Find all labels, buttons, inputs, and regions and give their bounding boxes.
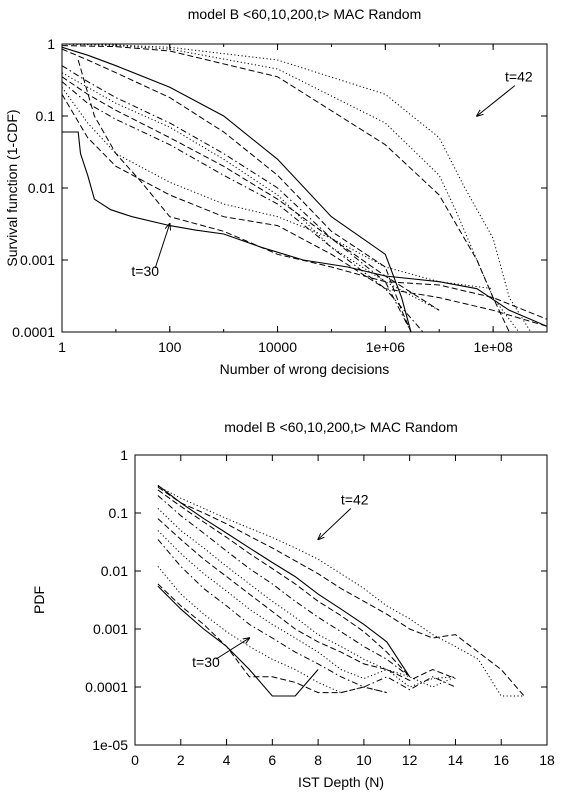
y-tick-label: 0.01 xyxy=(28,180,55,196)
series-line-6 xyxy=(62,44,519,332)
x-tick-label: 100 xyxy=(158,339,182,355)
x-tick-label: 12 xyxy=(402,752,418,768)
x-axis-label: IST Depth (N) xyxy=(298,774,384,790)
y-tick-label: 0.001 xyxy=(20,252,55,268)
x-tick-label: 4 xyxy=(223,752,231,768)
x-tick-label: 10 xyxy=(356,752,372,768)
y-tick-label: 0.1 xyxy=(109,505,129,521)
series-line-2 xyxy=(78,60,547,319)
x-tick-label: 14 xyxy=(448,752,464,768)
y-tick-label: 0.01 xyxy=(101,563,128,579)
x-tick-label: 8 xyxy=(314,752,322,768)
chart-title: model B <60,10,200,t> MAC Random xyxy=(188,6,421,22)
series-line-9 xyxy=(62,73,439,311)
series-line-13 xyxy=(62,94,547,326)
chart-panel-2: model B <60,10,200,t> MAC Random 0 2 4 6 8 10 1… xyxy=(31,419,555,790)
annotation-arrow xyxy=(318,509,351,540)
x-axis-label: Number of wrong decisions xyxy=(220,361,390,377)
x-tick-label: 1e+06 xyxy=(366,339,406,355)
y-tick-label: 0.1 xyxy=(36,108,56,124)
series-line-4 xyxy=(158,490,410,677)
x-tick-label: 6 xyxy=(268,752,276,768)
chart-title: model B <60,10,200,t> MAC Random xyxy=(224,419,457,435)
x-tick-label: 16 xyxy=(493,752,509,768)
annotation-label: t=42 xyxy=(341,492,369,508)
y-tick-label: 0.0001 xyxy=(12,324,55,340)
series-line-4 xyxy=(62,49,411,332)
series-line-7 xyxy=(62,46,509,332)
series-line-5 xyxy=(62,44,531,332)
x-tick-label: 1 xyxy=(58,339,66,355)
x-tick-label: 1e+08 xyxy=(473,339,513,355)
series-line-5 xyxy=(158,496,410,677)
annotation-label: t=42 xyxy=(505,69,533,85)
y-tick-label: 0.0001 xyxy=(85,679,128,695)
y-axis-label: Survival function (1-CDF) xyxy=(4,109,20,266)
y-axis-label: PDF xyxy=(31,586,47,614)
series-group xyxy=(62,44,547,332)
annotation-label: t=30 xyxy=(131,263,159,279)
x-tick-label: 18 xyxy=(539,752,555,768)
y-tick-label: 1e-05 xyxy=(92,737,128,753)
x-tick-label: 0 xyxy=(131,752,139,768)
annotation-label: t=30 xyxy=(192,654,220,670)
annotation-arrow xyxy=(155,224,170,268)
x-tick-label: 2 xyxy=(177,752,185,768)
series-line-12 xyxy=(158,586,318,696)
annotation-arrow xyxy=(477,86,515,116)
y-tick-label: 1 xyxy=(47,36,55,52)
series-line-8 xyxy=(62,66,411,332)
y-tick-label: 0.001 xyxy=(93,621,128,637)
x-tick-label: 10000 xyxy=(258,339,297,355)
series-line-11 xyxy=(62,82,423,332)
series-line-3 xyxy=(62,47,411,332)
series-line-10 xyxy=(158,566,387,692)
y-tick-label: 1 xyxy=(120,447,128,463)
chart-panel-1: model B <60,10,200,t> MAC Random 1 100 1000… xyxy=(4,6,547,377)
series-line-1 xyxy=(62,132,547,326)
